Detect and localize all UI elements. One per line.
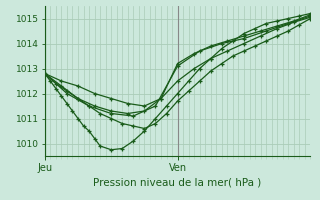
X-axis label: Pression niveau de la mer( hPa ): Pression niveau de la mer( hPa ): [93, 177, 262, 187]
